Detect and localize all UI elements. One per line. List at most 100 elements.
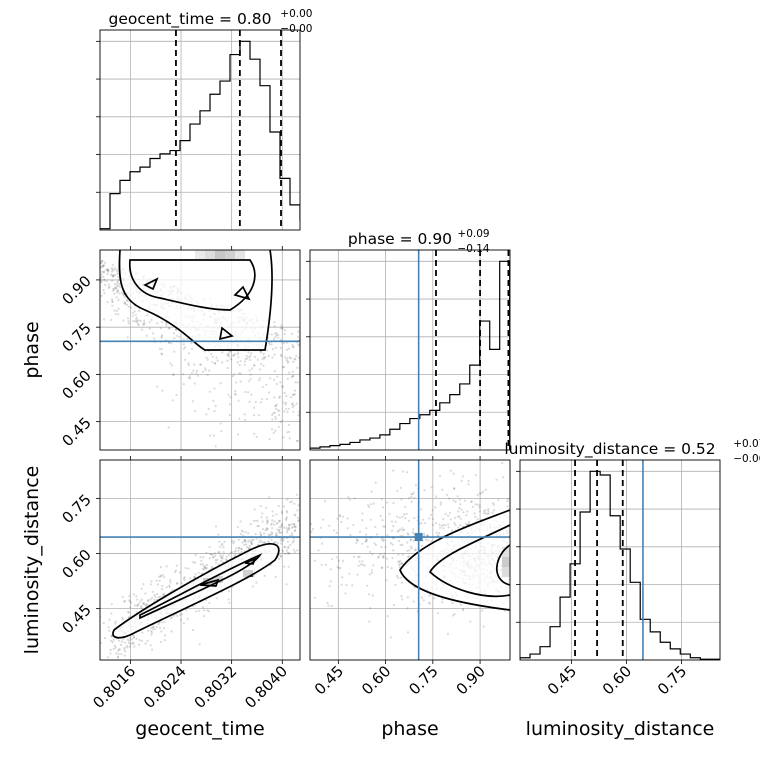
- sample-point: [231, 375, 234, 378]
- sample-point: [221, 557, 224, 560]
- sample-point: [277, 425, 280, 428]
- sample-point: [130, 306, 133, 309]
- sample-point: [102, 622, 105, 625]
- sample-point: [444, 512, 447, 516]
- sample-point: [293, 404, 296, 407]
- sample-point: [244, 357, 247, 361]
- sample-point: [249, 373, 252, 376]
- sample-point: [413, 516, 416, 520]
- sample-point: [208, 434, 212, 437]
- sample-point: [280, 555, 283, 558]
- sample-point: [182, 343, 185, 346]
- sample-point: [110, 267, 113, 270]
- y-axis-label: luminosity_distance: [21, 466, 43, 655]
- sample-point: [379, 514, 382, 518]
- sample-point: [154, 595, 157, 598]
- sample-point: [101, 259, 104, 262]
- sample-point: [256, 519, 259, 522]
- sample-point: [118, 639, 121, 642]
- sample-point: [132, 635, 136, 639]
- sample-point: [206, 374, 209, 377]
- sample-point: [175, 328, 178, 332]
- sample-point: [262, 364, 265, 367]
- sample-point: [275, 534, 278, 537]
- sample-point: [368, 550, 372, 553]
- sample-point: [111, 275, 114, 278]
- sample-point: [268, 391, 271, 394]
- sample-point: [158, 626, 162, 629]
- sample-point: [145, 603, 148, 606]
- sample-point: [286, 486, 288, 488]
- sample-point: [447, 514, 450, 517]
- title-plus: +0.07: [733, 438, 760, 450]
- sample-point: [275, 522, 278, 525]
- sample-point: [401, 515, 404, 519]
- sample-point: [264, 541, 267, 544]
- sample-point: [121, 291, 124, 294]
- sample-point: [104, 283, 107, 287]
- sample-point: [297, 330, 300, 333]
- sample-point: [285, 401, 288, 405]
- sample-point: [221, 556, 224, 559]
- sample-point: [236, 361, 239, 364]
- sample-point: [412, 528, 415, 531]
- sample-point: [280, 353, 283, 356]
- sample-point: [112, 274, 116, 277]
- sample-point: [195, 372, 198, 375]
- sample-point: [124, 302, 127, 305]
- sample-point: [459, 503, 462, 506]
- sample-point: [398, 561, 401, 564]
- sample-point: [459, 517, 462, 520]
- sample-point: [248, 356, 251, 359]
- sample-point: [161, 588, 164, 591]
- sample-point: [103, 278, 106, 282]
- sample-point: [389, 542, 392, 545]
- x-tick-label: 0.75: [654, 662, 690, 698]
- sample-point: [355, 541, 358, 544]
- sample-point: [219, 422, 222, 425]
- sample-point: [263, 357, 266, 360]
- sample-point: [404, 505, 407, 508]
- sample-point: [157, 623, 160, 626]
- sample-point: [183, 576, 186, 579]
- sample-point: [140, 606, 143, 609]
- sample-point: [272, 378, 275, 382]
- sample-point: [133, 310, 136, 313]
- sample-point: [151, 625, 155, 629]
- title-minus: −0.06: [733, 453, 760, 465]
- sample-point: [172, 332, 175, 335]
- sample-point: [288, 552, 291, 555]
- sample-point: [113, 283, 117, 286]
- sample-point: [113, 286, 117, 289]
- sample-point: [423, 534, 426, 537]
- sample-point: [273, 411, 276, 414]
- sample-point: [136, 598, 139, 601]
- panel-content: [310, 460, 510, 660]
- sample-point: [284, 403, 287, 406]
- sample-point: [157, 575, 161, 578]
- sample-point: [140, 587, 143, 590]
- sample-point: [244, 539, 247, 543]
- sample-point: [273, 396, 276, 399]
- sample-point: [286, 361, 290, 364]
- sample-point: [467, 479, 470, 483]
- sample-point: [111, 300, 114, 304]
- sample-point: [178, 335, 181, 338]
- sample-point: [184, 346, 187, 349]
- sample-point: [428, 594, 431, 598]
- sample-point: [169, 362, 172, 365]
- axes-frame: [519, 459, 721, 661]
- sample-point: [114, 620, 117, 623]
- sample-point: [428, 517, 431, 520]
- sample-point: [285, 549, 288, 552]
- sample-point: [256, 358, 259, 361]
- sample-point: [222, 546, 225, 549]
- sample-point: [281, 326, 284, 329]
- sample-point: [435, 495, 438, 498]
- sample-point: [323, 500, 327, 503]
- sample-point: [297, 343, 300, 346]
- sample-point: [358, 560, 361, 563]
- sample-point: [232, 354, 235, 357]
- sample-point: [221, 361, 224, 364]
